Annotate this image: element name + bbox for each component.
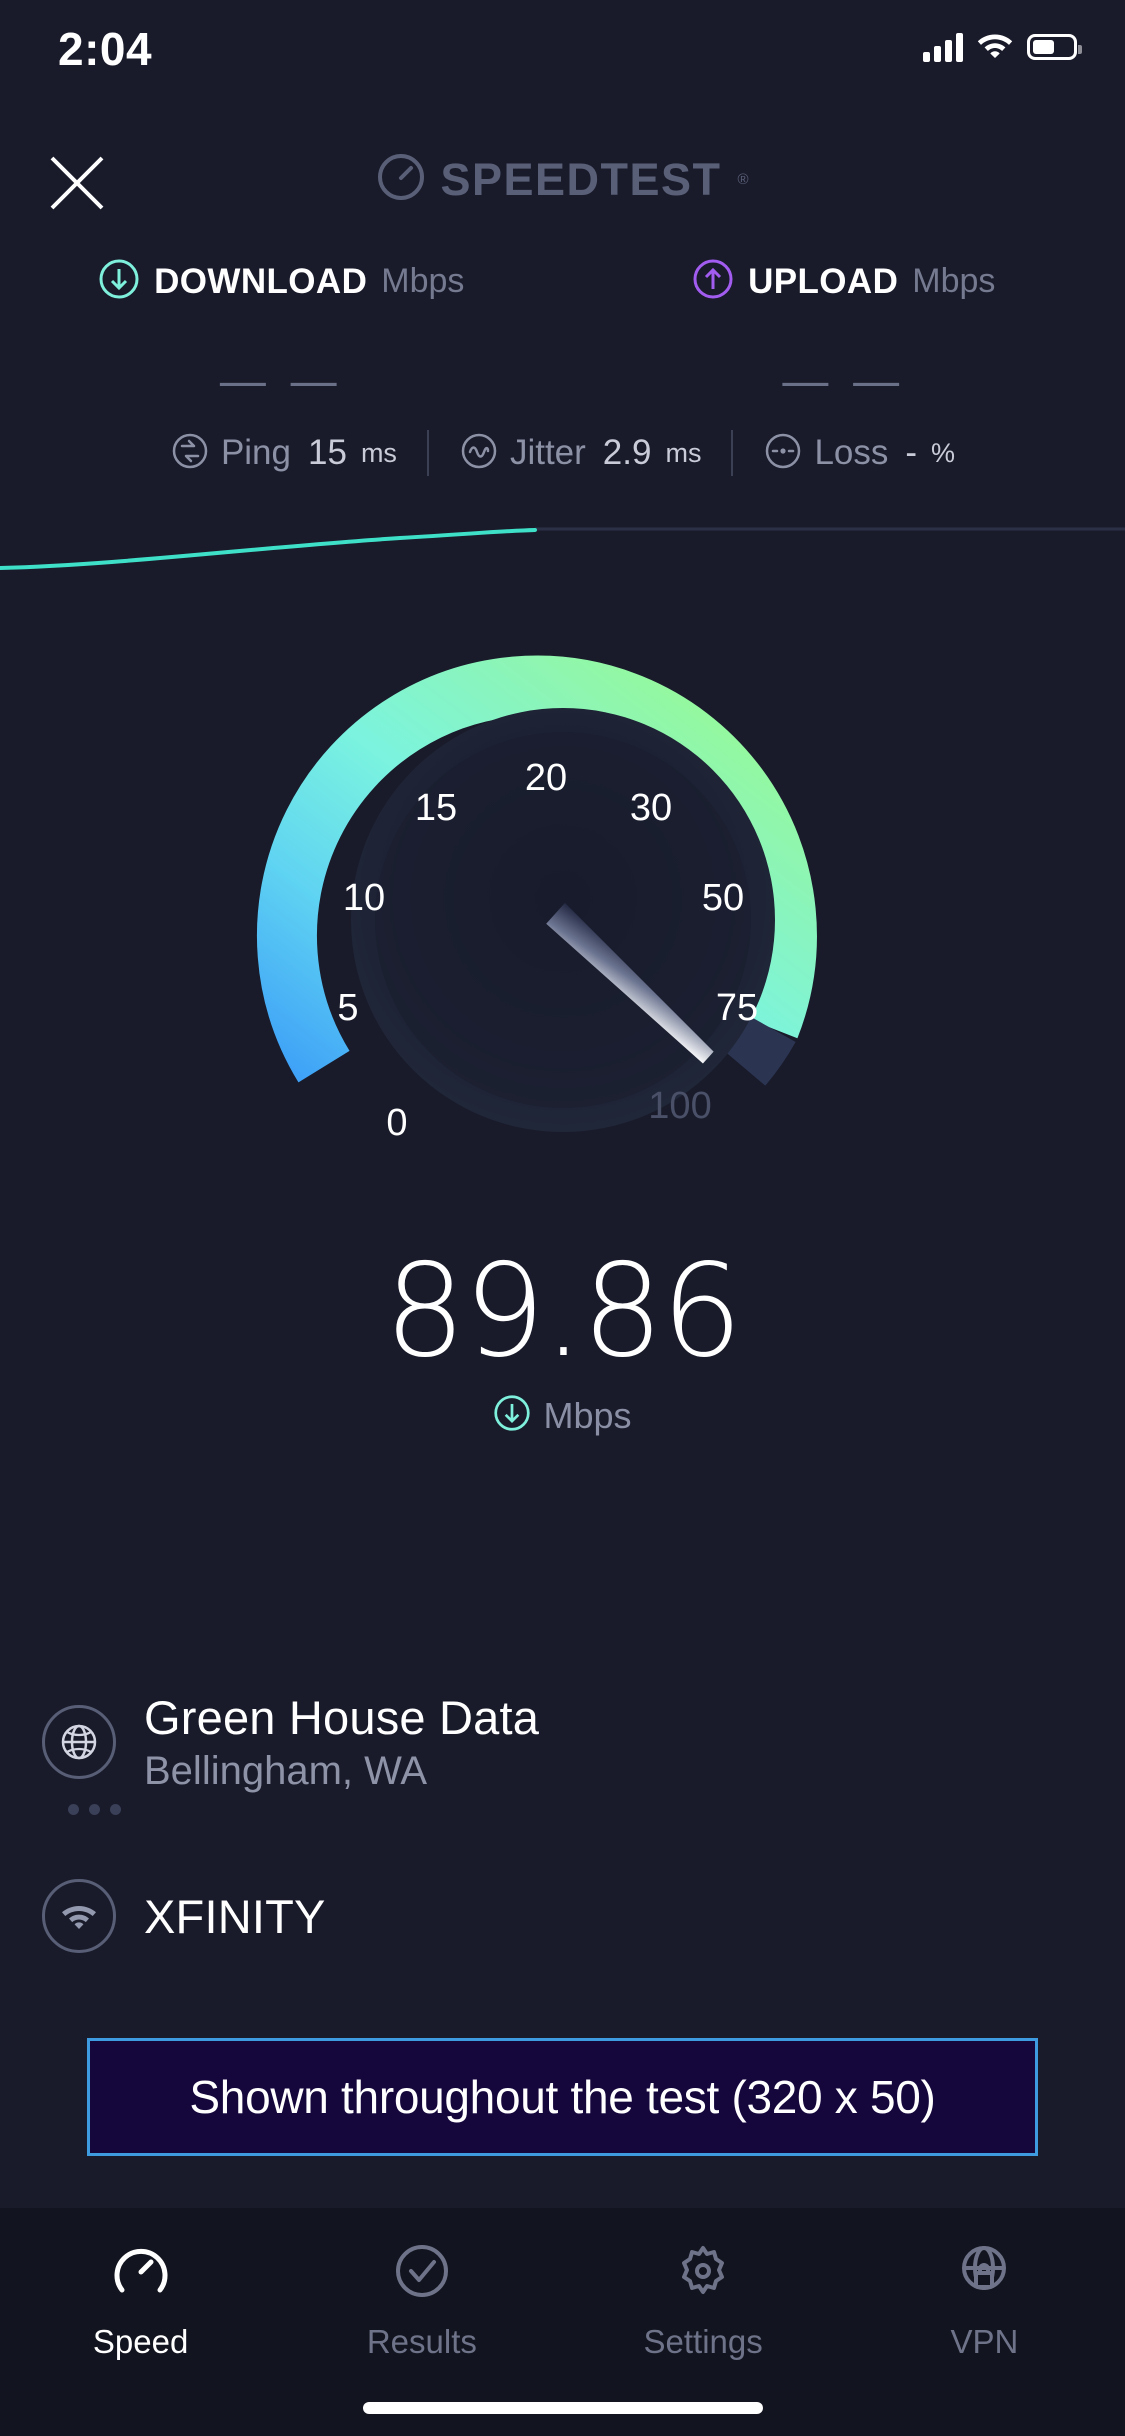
- server-loading-dots: [0, 1804, 1125, 1815]
- server-row[interactable]: Green House Data Bellingham, WA: [0, 1690, 1125, 1794]
- bottom-tab-bar: Speed Results Settings: [0, 2208, 1125, 2436]
- gauge-tick-20: 20: [524, 757, 566, 799]
- metric-ping-unit: ms: [360, 437, 397, 468]
- gauge-tick-75: 75: [715, 987, 757, 1029]
- brand-name: SPEEDTEST: [440, 153, 722, 205]
- tab-vpn[interactable]: VPN: [844, 2240, 1125, 2361]
- metric-jitter-unit: ms: [665, 437, 702, 468]
- gauge-tick-30: 30: [629, 787, 671, 829]
- gauge-tick-15: 15: [414, 787, 456, 829]
- gauge-needle: [545, 902, 714, 1064]
- upload-value: — —: [782, 354, 906, 406]
- close-icon[interactable]: [44, 150, 110, 216]
- upload-label: UPLOAD: [748, 261, 899, 301]
- upload-arrow-icon: [692, 258, 734, 305]
- status-bar-indicators: [923, 30, 1082, 63]
- metric-ping: Ping 15 ms: [170, 431, 397, 476]
- tab-speed[interactable]: Speed: [0, 2240, 281, 2361]
- home-indicator: [362, 2402, 763, 2414]
- upload-summary: UPLOAD Mbps — —: [563, 258, 1125, 407]
- speed-unit: Mbps: [543, 1394, 632, 1436]
- connection-info: Green House Data Bellingham, WA XFINITY: [0, 1690, 1125, 1953]
- vpn-globe-lock-icon: [953, 2240, 1015, 2307]
- server-location: Bellingham, WA: [144, 1749, 428, 1793]
- tab-settings-label: Settings: [643, 2323, 763, 2360]
- globe-icon: [42, 1705, 116, 1779]
- metric-divider: [426, 430, 429, 476]
- status-bar-clock: 2:04: [58, 23, 153, 75]
- battery-icon: [1027, 33, 1082, 60]
- wifi-icon: [977, 30, 1013, 63]
- gear-icon: [672, 2240, 734, 2307]
- download-value: — —: [219, 354, 343, 406]
- metric-jitter-label: Jitter: [509, 433, 586, 472]
- speed-readout: 89.86 Mbps: [0, 1248, 1125, 1437]
- ad-banner-text: Shown throughout the test (320 x 50): [189, 2071, 936, 2123]
- wifi-icon: [42, 1879, 116, 1953]
- brand-trademark: ®: [737, 171, 749, 188]
- server-name: Green House Data: [144, 1691, 540, 1744]
- download-unit: Mbps: [381, 262, 465, 300]
- metric-jitter: Jitter 2.9 ms: [459, 431, 702, 476]
- tab-results-label: Results: [366, 2323, 477, 2360]
- tab-vpn-label: VPN: [950, 2323, 1019, 2360]
- tab-speed-label: Speed: [92, 2323, 189, 2360]
- tab-settings[interactable]: Settings: [563, 2240, 844, 2361]
- metric-loss-unit: %: [931, 437, 956, 468]
- loss-icon: [763, 431, 803, 476]
- ping-icon: [170, 431, 210, 476]
- isp-name: XFINITY: [144, 1889, 326, 1943]
- speedometer-icon: [376, 152, 426, 207]
- metric-ping-value: 15: [308, 433, 347, 472]
- network-metrics-row: Ping 15 ms Jitter 2.9 ms: [0, 430, 1125, 476]
- gauge-tick-5: 5: [337, 987, 358, 1029]
- metric-divider: [731, 430, 734, 476]
- gauge-tick-10: 10: [342, 877, 384, 919]
- metric-loss-value: -: [905, 433, 918, 472]
- jitter-icon: [459, 431, 499, 476]
- metric-jitter-value: 2.9: [602, 433, 652, 472]
- gauge-tick-100: 100: [648, 1085, 711, 1127]
- status-bar: 2:04: [0, 0, 1125, 132]
- metric-loss-label: Loss: [814, 433, 889, 472]
- speedometer-icon: [110, 2240, 172, 2307]
- upload-unit: Mbps: [912, 262, 996, 300]
- app-top-bar: SPEEDTEST ®: [0, 150, 1125, 230]
- isp-row[interactable]: XFINITY: [0, 1879, 1125, 1953]
- download-label: DOWNLOAD: [154, 261, 368, 301]
- speed-gauge: 0 5 10 15 20 30 50 75 100: [0, 620, 1125, 1180]
- transfer-summary: DOWNLOAD Mbps — — UPLOAD Mbps — —: [0, 258, 1125, 407]
- download-summary: DOWNLOAD Mbps — —: [0, 258, 563, 407]
- brand-logo: SPEEDTEST ®: [0, 152, 1125, 207]
- download-arrow-icon: [98, 258, 140, 305]
- speed-value: 89.86: [384, 1237, 742, 1386]
- download-arrow-icon: [493, 1394, 531, 1437]
- gauge-tick-50: 50: [701, 877, 743, 919]
- metric-ping-label: Ping: [220, 433, 291, 472]
- live-trace-graph: [0, 495, 1125, 575]
- metric-loss: Loss - %: [763, 431, 955, 476]
- cellular-signal-icon: [923, 32, 963, 62]
- check-circle-icon: [391, 2240, 453, 2307]
- ad-banner[interactable]: Shown throughout the test (320 x 50): [87, 2038, 1038, 2156]
- tab-results[interactable]: Results: [281, 2240, 562, 2361]
- gauge-tick-0: 0: [386, 1102, 407, 1144]
